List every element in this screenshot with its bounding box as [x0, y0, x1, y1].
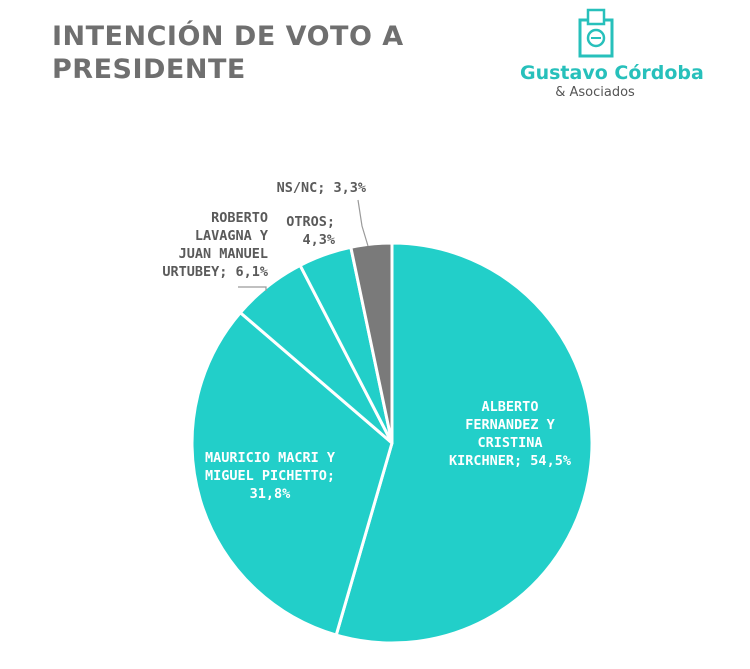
pie-slice-ns-nc — [349, 241, 394, 445]
slice-label: MAURICIO MACRI Y MIGUEL PICHETTO; 31,8% — [205, 450, 336, 502]
slice-label: NS/NC; 3,3% — [277, 180, 367, 196]
ballot-box-icon — [578, 8, 614, 58]
title-line-2: PRESIDENTE — [52, 54, 246, 85]
leader-line — [357, 199, 369, 247]
pie-slice-alberto-fernandez-y-cristina-kirchner — [334, 241, 594, 645]
brand-logo: Gustavo Córdoba & Asociados — [520, 8, 704, 103]
brand-name: Gustavo Córdoba — [520, 62, 704, 84]
slice-label: ALBERTO FERNANDEZ Y CRISTINA KIRCHNER; 54,5… — [449, 399, 572, 469]
slice-label: ROBERTO LAVAGNA Y JUAN MANUEL URTUBEY; 6,1% — [162, 210, 269, 280]
brand-subtitle: & Asociados — [555, 85, 635, 100]
page-title: INTENCIÓN DE VOTO A PRESIDENTE — [52, 20, 432, 86]
slice-label: OTROS; 4,3% — [286, 214, 336, 248]
leader-line — [238, 286, 267, 291]
title-line-1: INTENCIÓN DE VOTO A — [52, 21, 404, 52]
pie-slice-mauricio-macri-y-miguel-pichetto — [190, 311, 394, 637]
